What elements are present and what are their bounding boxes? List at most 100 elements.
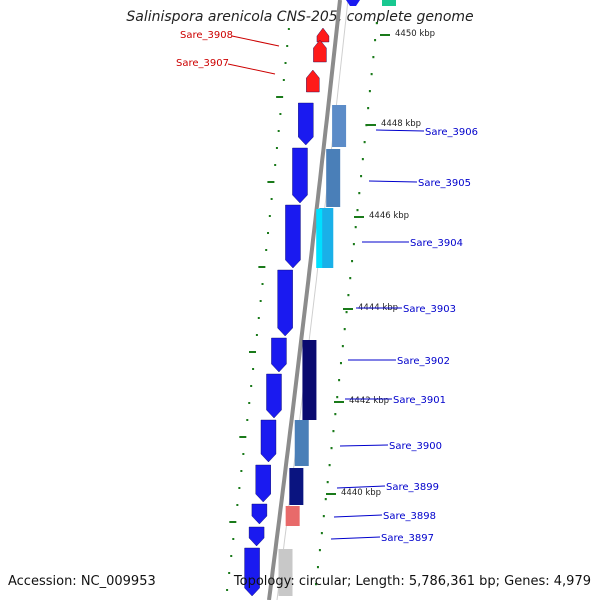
gc-tick-inner — [275, 147, 278, 149]
gc-tick-inner — [240, 470, 243, 472]
gc-tick-inner — [252, 368, 255, 370]
kbp-label: 4442 kbp — [349, 396, 389, 406]
gc-tick-inner — [246, 419, 249, 421]
gene-label-sare-3907: Sare_3907 — [176, 58, 229, 69]
accession-text: Accession: NC_009953 — [8, 574, 156, 589]
gc-tick-inner — [270, 198, 273, 200]
gc-tick-outer — [320, 532, 323, 535]
gc-tick-outer — [352, 243, 355, 246]
kbp-label: 4446 kbp — [369, 211, 409, 221]
gc-tick-inner — [226, 589, 229, 591]
gene-label-sare-3903: Sare_3903 — [403, 304, 456, 315]
gc-tick-outer — [334, 413, 337, 416]
kbp-label: 4448 kbp — [381, 119, 421, 129]
gc-tick-outer — [374, 39, 377, 42]
gc-tick-inner — [230, 555, 233, 557]
leader-line — [227, 63, 276, 75]
gc-tick-inner — [255, 334, 258, 336]
gc-tick-inner — [257, 317, 260, 319]
leader-line — [339, 444, 389, 447]
leader-line — [231, 35, 280, 47]
gene-label-sare-3902: Sare_3902 — [397, 356, 450, 367]
gene-annotation-block — [302, 340, 317, 420]
gc-tick-outer — [318, 549, 321, 552]
gc-tick-outer — [341, 345, 344, 348]
gc-tick-outer — [324, 498, 327, 501]
gc-tick-inner — [232, 538, 235, 540]
gc-tick-inner — [279, 113, 282, 115]
gc-tick-outer — [367, 107, 370, 110]
leader-line — [333, 514, 383, 518]
gene-annotation-block — [316, 209, 323, 268]
gc-tick-inner — [274, 164, 277, 166]
topology-text: Topology: circular; Length: 5,786,361 bp… — [233, 574, 591, 589]
gene-labels: Sare_3908 Sare_3907 Sare_3906 Sare_3905 Sare… — [176, 30, 478, 544]
gene-sare-3908-arrow — [316, 27, 330, 43]
gc-tick-outer — [372, 56, 375, 59]
gene-arrow-forward — [292, 147, 308, 204]
gene-features — [244, 0, 396, 597]
gc-content-ticks — [226, 22, 378, 591]
gc-tick-inner — [259, 300, 262, 302]
gc-tick-outer — [358, 192, 361, 195]
gene-label-sare-3904: Sare_3904 — [410, 238, 463, 249]
gc-tick-inner — [236, 504, 239, 506]
gc-tick-inner — [276, 96, 284, 98]
kbp-label: 4450 kbp — [395, 29, 435, 39]
gc-tick-outer — [347, 294, 350, 297]
gene-arrow-forward — [271, 337, 287, 373]
gc-tick-inner — [267, 232, 270, 234]
gc-tick-outer — [354, 226, 357, 229]
gene-arrow-forward — [277, 269, 293, 337]
leader-line — [336, 485, 386, 489]
gc-tick-outer — [349, 277, 352, 280]
gene-annotation-block — [289, 468, 304, 505]
gc-tick-outer — [360, 175, 363, 178]
gc-tick-outer — [368, 90, 371, 93]
kbp-label: 4440 kbp — [341, 488, 381, 498]
gene-annotation-block — [278, 549, 293, 596]
gene-label-sare-3897: Sare_3897 — [381, 533, 434, 544]
gc-tick-outer — [370, 73, 373, 76]
gene-arrow-forward — [346, 0, 360, 6]
map-title: Salinispora arenicola CNS-205, complete … — [126, 9, 474, 25]
gc-tick-outer — [343, 328, 346, 331]
gc-tick-outer — [361, 158, 364, 161]
gc-tick-outer — [375, 22, 378, 25]
gene-annotation-block — [285, 506, 300, 526]
gc-tick-inner — [261, 283, 264, 285]
gc-tick-outer — [338, 379, 341, 382]
gene-annotation-block — [326, 149, 341, 207]
gc-tick-inner — [265, 249, 268, 251]
gc-tick-outer — [330, 447, 333, 450]
gc-tick-inner — [287, 28, 290, 30]
gc-tick-inner — [249, 351, 257, 353]
gc-tick-inner — [277, 130, 280, 132]
gene-annotation-block — [319, 208, 334, 268]
gc-tick-outer — [336, 396, 339, 399]
gc-tick-outer — [322, 515, 325, 518]
gc-tick-outer — [332, 430, 335, 433]
gene-label-sare-3898: Sare_3898 — [383, 511, 436, 522]
gc-tick-outer — [345, 311, 348, 314]
gene-label-sare-3900: Sare_3900 — [389, 441, 442, 452]
leader-line — [375, 129, 425, 132]
gene-annotation-block — [294, 420, 309, 466]
gc-tick-inner — [284, 62, 287, 64]
gc-tick-inner — [250, 385, 253, 387]
gene-label-sare-3899: Sare_3899 — [386, 482, 439, 493]
gene-label-sare-3905: Sare_3905 — [418, 178, 471, 189]
gc-tick-inner — [267, 181, 275, 183]
gene-arrow-forward — [248, 526, 265, 547]
gc-tick-inner — [238, 487, 241, 489]
gc-tick-inner — [242, 453, 245, 455]
gene-arrow-forward — [251, 503, 268, 525]
gene-arrow-forward — [260, 419, 277, 463]
gene-arrow-forward — [298, 102, 314, 146]
gc-tick-outer — [314, 583, 317, 586]
gc-tick-inner — [258, 266, 266, 268]
gc-tick-inner — [286, 45, 289, 47]
